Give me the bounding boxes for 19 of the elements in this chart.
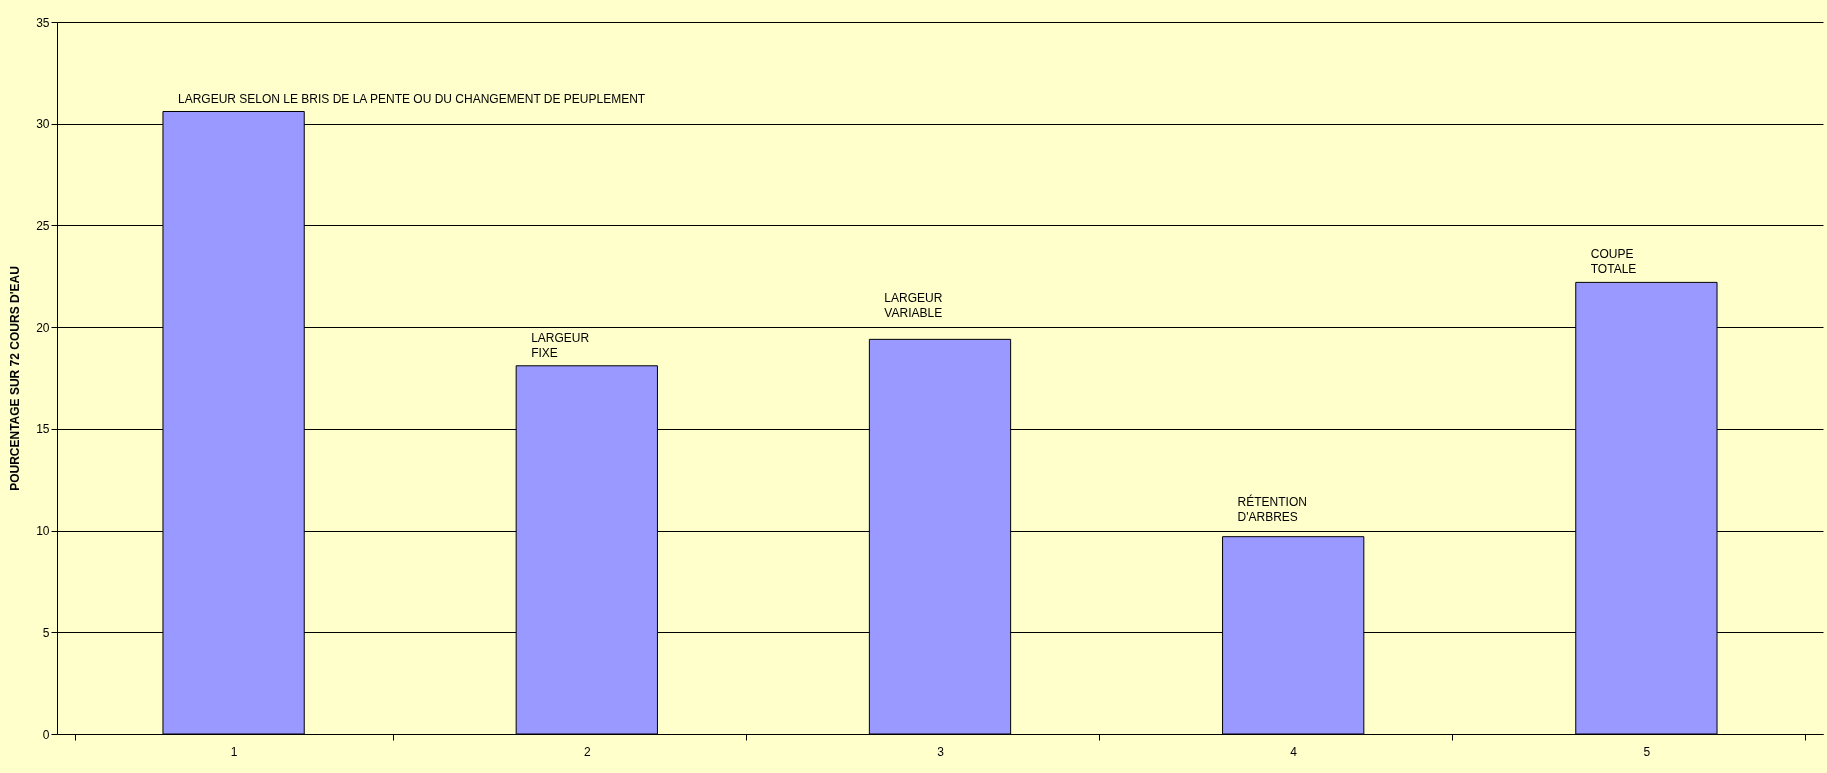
annotation: COUPE TOTALE [1590, 247, 1637, 277]
x-tick-label: 2 [583, 744, 591, 759]
x-tick-label: 3 [937, 744, 945, 759]
x-tick-label: 4 [1290, 744, 1298, 759]
y-tick-label: 20 [36, 320, 50, 335]
y-tick-label: 0 [42, 727, 50, 742]
x-tick-label: 5 [1643, 744, 1651, 759]
annotation: LARGEUR VARIABLE [884, 291, 943, 321]
annotation: LARGEUR SELON LE BRIS DE LA PENTE OU DU CHANGEMENT DE PEUPLEMENT [177, 91, 646, 106]
x-tick-label: 1 [230, 744, 238, 759]
y-tick-label: 25 [36, 218, 50, 233]
y-tick-label: 35 [36, 15, 50, 30]
annotation: LARGEUR FIXE [531, 330, 590, 360]
y-tick-label: 15 [36, 422, 50, 437]
annotation: RÉTENTION D'ARBRES [1237, 493, 1307, 524]
y-axis-title: POURCENTAGE SUR 72 COURS D'EAU [8, 266, 23, 491]
y-tick-label: 10 [36, 524, 50, 539]
y-tick-label: 5 [42, 625, 50, 640]
y-tick-label: 30 [36, 117, 50, 132]
